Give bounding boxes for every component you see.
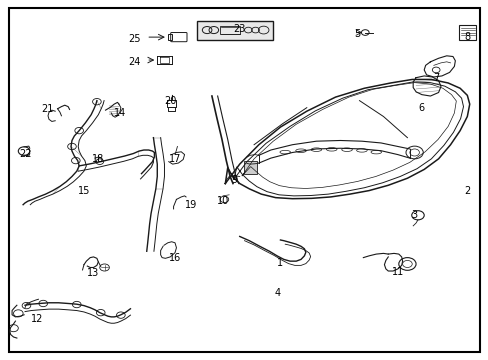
Text: 11: 11 [391,267,403,277]
Text: 21: 21 [41,104,53,114]
Text: 9: 9 [231,175,238,185]
Text: 6: 6 [418,103,424,113]
FancyBboxPatch shape [243,161,256,174]
Text: 8: 8 [463,32,469,42]
Text: 10: 10 [216,196,228,206]
Text: 17: 17 [168,154,181,164]
Text: 20: 20 [163,96,176,105]
Text: 5: 5 [353,28,360,39]
Text: 1: 1 [277,258,283,268]
Text: 25: 25 [128,34,140,44]
Text: 18: 18 [92,154,104,164]
Text: 23: 23 [233,24,245,34]
Text: 24: 24 [128,57,140,67]
Text: 4: 4 [274,288,281,298]
Text: 22: 22 [19,149,31,158]
Text: 14: 14 [114,108,126,118]
Text: 12: 12 [31,314,43,324]
Text: 15: 15 [78,186,90,195]
Text: 19: 19 [184,200,197,210]
Text: 13: 13 [87,269,100,279]
Text: 16: 16 [168,253,181,262]
FancyBboxPatch shape [196,21,273,40]
Text: 3: 3 [411,210,417,220]
Text: 2: 2 [463,186,469,195]
Text: 7: 7 [432,73,438,83]
